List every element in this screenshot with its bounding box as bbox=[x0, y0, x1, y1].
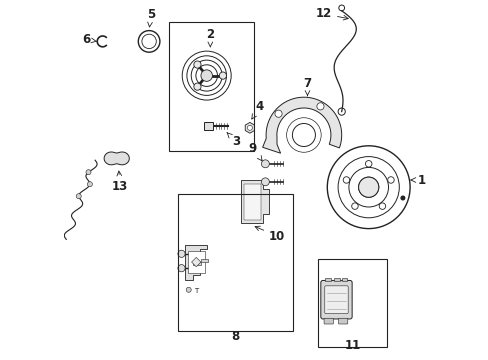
Text: T: T bbox=[193, 288, 198, 294]
Text: 10: 10 bbox=[255, 226, 285, 243]
Bar bbox=[178, 194, 292, 331]
Circle shape bbox=[378, 203, 385, 210]
Circle shape bbox=[178, 265, 185, 272]
Circle shape bbox=[219, 72, 226, 79]
Text: 9: 9 bbox=[248, 142, 262, 161]
FancyBboxPatch shape bbox=[324, 286, 347, 314]
Circle shape bbox=[178, 250, 185, 257]
Circle shape bbox=[247, 125, 252, 130]
Text: 11: 11 bbox=[344, 339, 360, 352]
Polygon shape bbox=[185, 245, 207, 280]
Text: 5: 5 bbox=[146, 8, 155, 27]
Circle shape bbox=[400, 196, 404, 200]
Circle shape bbox=[201, 70, 212, 81]
Circle shape bbox=[86, 170, 91, 175]
FancyBboxPatch shape bbox=[320, 280, 351, 319]
FancyBboxPatch shape bbox=[338, 318, 347, 324]
Polygon shape bbox=[241, 180, 268, 223]
Bar bbox=[193, 262, 200, 265]
Text: 8: 8 bbox=[231, 330, 239, 343]
Text: 1: 1 bbox=[410, 174, 425, 186]
Circle shape bbox=[186, 287, 191, 292]
Bar bbox=[318, 259, 386, 347]
Circle shape bbox=[365, 161, 371, 167]
Circle shape bbox=[193, 61, 201, 68]
Polygon shape bbox=[262, 97, 341, 153]
Text: 7: 7 bbox=[303, 77, 311, 96]
Circle shape bbox=[316, 103, 324, 110]
Text: 4: 4 bbox=[251, 100, 263, 119]
Circle shape bbox=[343, 177, 349, 183]
FancyBboxPatch shape bbox=[324, 318, 333, 324]
Bar bbox=[324, 278, 330, 281]
Text: 13: 13 bbox=[112, 171, 128, 193]
Bar bbox=[341, 278, 347, 281]
Bar bbox=[168, 22, 253, 151]
Circle shape bbox=[358, 177, 378, 197]
Bar bbox=[333, 278, 339, 281]
FancyBboxPatch shape bbox=[204, 122, 212, 130]
Circle shape bbox=[76, 194, 81, 199]
Polygon shape bbox=[244, 184, 260, 220]
Circle shape bbox=[292, 123, 315, 147]
Circle shape bbox=[387, 177, 393, 183]
Text: 12: 12 bbox=[315, 7, 347, 21]
Circle shape bbox=[261, 160, 269, 168]
Circle shape bbox=[87, 182, 92, 187]
Polygon shape bbox=[191, 257, 201, 267]
Text: 6: 6 bbox=[82, 33, 96, 46]
Polygon shape bbox=[244, 122, 254, 133]
Text: 3: 3 bbox=[226, 133, 240, 148]
Text: 2: 2 bbox=[206, 28, 214, 47]
Polygon shape bbox=[104, 152, 129, 165]
Circle shape bbox=[351, 203, 357, 210]
Bar bbox=[200, 259, 207, 262]
Polygon shape bbox=[187, 251, 204, 273]
Circle shape bbox=[193, 83, 201, 90]
Circle shape bbox=[261, 178, 269, 186]
Circle shape bbox=[274, 110, 282, 117]
